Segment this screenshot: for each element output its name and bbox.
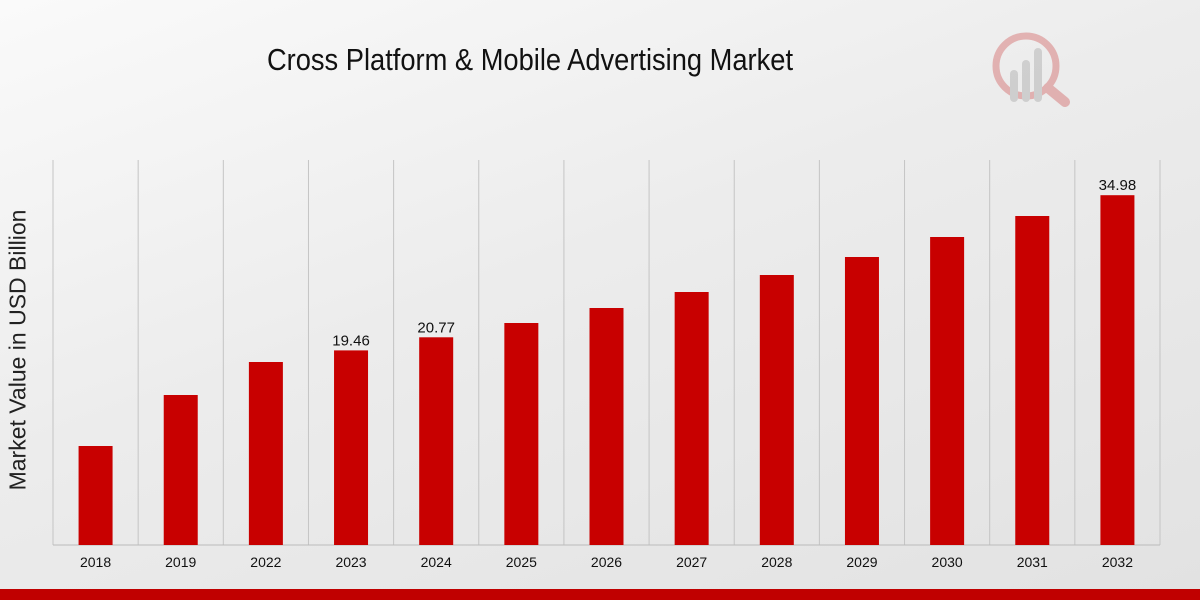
x-tick-label: 2028 <box>761 554 792 570</box>
x-tick-label: 2025 <box>506 554 537 570</box>
x-tick-label: 2018 <box>80 554 111 570</box>
x-tick-label: 2019 <box>165 554 196 570</box>
bar-2022 <box>248 362 283 545</box>
x-tick-label: 2032 <box>1102 554 1133 570</box>
x-tick-label: 2026 <box>591 554 622 570</box>
x-tick-label: 2030 <box>932 554 963 570</box>
chart-title: Cross Platform & Mobile Advertising Mark… <box>266 42 794 77</box>
bar-2023 <box>334 350 369 545</box>
x-tick-label: 2022 <box>250 554 281 570</box>
bar-2026 <box>589 308 624 545</box>
x-tick-label: 2027 <box>676 554 707 570</box>
bar-2025 <box>504 323 539 545</box>
footer-bar <box>0 589 1200 600</box>
x-tick-label: 2029 <box>846 554 877 570</box>
data-label: 34.98 <box>1099 177 1137 194</box>
logo-icon <box>992 32 1070 107</box>
bar-2018 <box>78 446 113 545</box>
bar-2032 <box>1100 195 1135 545</box>
bar-2028 <box>759 275 794 545</box>
x-tick-label: 2023 <box>335 554 366 570</box>
data-label: 19.46 <box>332 332 370 349</box>
bar-2030 <box>930 237 965 545</box>
x-tick-label: 2024 <box>421 554 452 570</box>
bar-2027 <box>674 292 709 545</box>
bar-2024 <box>419 337 454 545</box>
x-tick-label: 2031 <box>1017 554 1048 570</box>
bar-2019 <box>163 395 198 545</box>
bar-2029 <box>844 257 879 545</box>
bar-2031 <box>1015 216 1050 545</box>
data-label: 20.77 <box>417 319 455 336</box>
